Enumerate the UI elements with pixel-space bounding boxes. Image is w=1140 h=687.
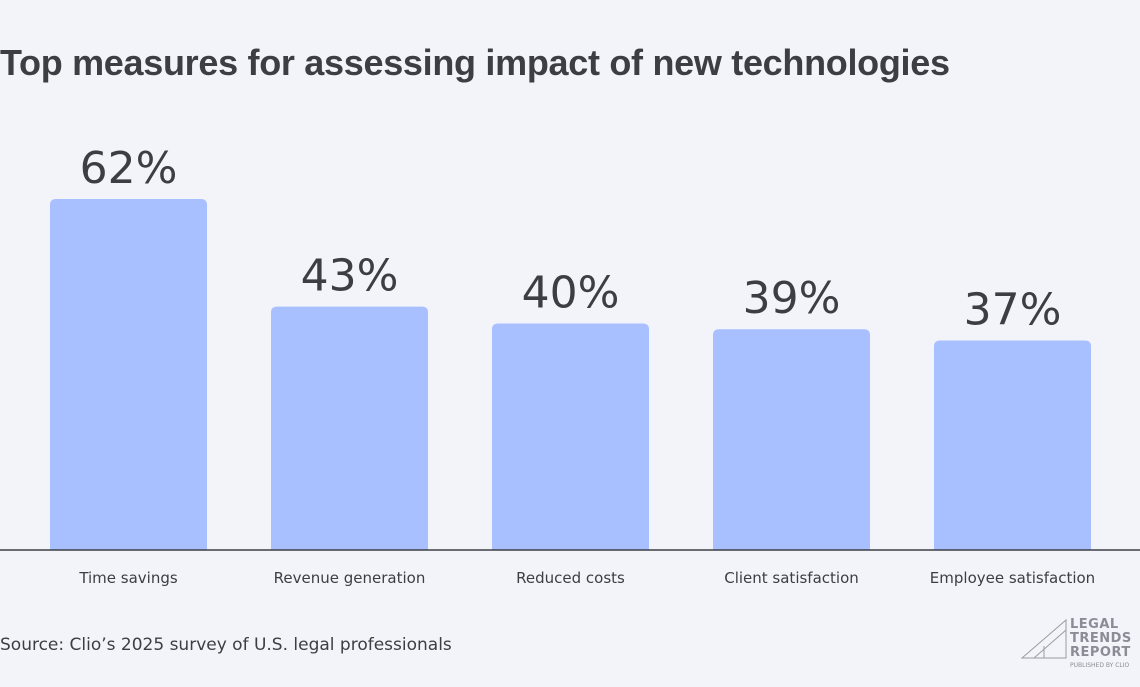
bar [492,323,649,550]
bar [271,306,428,550]
value-label: 40% [522,268,620,319]
value-label: 37% [964,285,1062,336]
chart-title: Top measures for assessing impact of new… [0,42,950,83]
category-label: Time savings [78,569,178,587]
category-label: Revenue generation [274,569,426,587]
value-label: 62% [80,143,178,194]
bar [934,340,1091,550]
logo-triangle-icon [1020,618,1067,659]
logo-line2: TRENDS [1070,631,1132,646]
bar [713,329,870,550]
bar [50,199,207,550]
value-label: 39% [743,273,841,324]
category-label: Reduced costs [516,569,625,587]
category-label: Employee satisfaction [930,569,1095,587]
category-label: Client satisfaction [724,569,859,587]
source-note: Source: Clio’s 2025 survey of U.S. legal… [0,635,452,655]
logo-line3: REPORT [1070,645,1131,660]
bar-chart: 62% Time savings 43% Revenue generation 40% R… [0,143,1140,587]
value-label: 43% [301,251,399,302]
logo-line1: LEGAL [1070,617,1119,632]
legal-trends-report-logo: LEGAL TRENDS REPORT PUBLISHED BY CLIO [1020,618,1138,680]
logo-published: PUBLISHED BY CLIO [1070,662,1130,669]
